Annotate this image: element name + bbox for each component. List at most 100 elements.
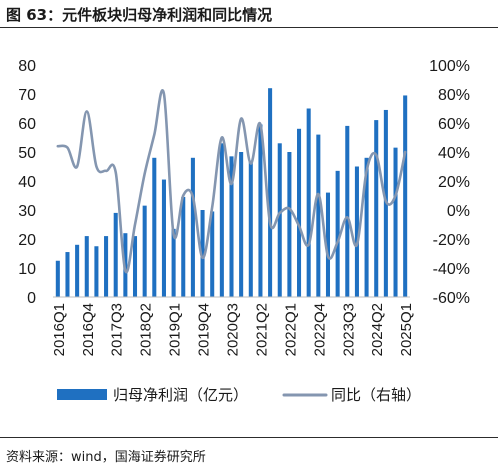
x-tick-label: 2022Q4 [311, 303, 328, 356]
y-right-tick-label: 20% [438, 174, 470, 191]
x-tick-label: 2025Q1 [398, 303, 415, 356]
bar-2021Q1 [248, 160, 253, 297]
yoy-point-2017Q3 [114, 171, 117, 174]
yoy-point-2021Q2 [259, 123, 262, 126]
y-right-tick-label: 0% [447, 203, 470, 220]
yoy-point-2024Q1 [365, 170, 368, 172]
line-series-layer [56, 89, 407, 274]
y-left-tick-label: 10 [18, 261, 36, 278]
y-right-tick-label: 40% [438, 145, 470, 162]
bar-2018Q4 [161, 179, 166, 297]
bar-2016Q2 [65, 252, 70, 297]
title-rule [0, 27, 498, 28]
bar-2024Q1 [364, 157, 369, 297]
y-right-tick-label: -40% [433, 261, 470, 278]
bar-2021Q3 [268, 88, 273, 297]
y-right-tick-label: -20% [433, 232, 470, 249]
x-tick-label: 2020Q3 [225, 303, 242, 356]
yoy-point-2018Q3 [153, 133, 156, 136]
yoy-point-2023Q3 [346, 216, 349, 219]
y-left-tick-label: 80 [18, 58, 36, 75]
yoy-point-2018Q4 [163, 93, 165, 95]
yoy-point-2021Q1 [250, 162, 252, 165]
y-left-tick-label: 60 [18, 116, 36, 133]
yoy-point-2022Q1 [288, 207, 291, 210]
bar-2020Q2 [219, 143, 224, 297]
bar-2016Q3 [75, 244, 80, 297]
source-rule [0, 437, 498, 438]
yoy-point-2016Q4 [85, 110, 88, 113]
y-left-tick-label: 70 [18, 87, 36, 104]
yoy-point-2018Q1 [134, 223, 136, 226]
bar-2023Q3 [345, 125, 350, 298]
yoy-point-2022Q4 [317, 193, 320, 195]
yoy-point-2024Q3 [385, 200, 387, 203]
bar-2021Q4 [277, 143, 282, 297]
x-tick-label: 2018Q2 [138, 303, 155, 356]
x-tick-label: 2016Q1 [51, 303, 68, 356]
chart-legend: 归母净利润（亿元） 同比（右轴） [57, 386, 421, 404]
yoy-point-2017Q1 [95, 165, 98, 168]
figure-title: 图 63：元件板块归母净利润和同比情况 [6, 6, 273, 24]
legend-bar-label: 归母净利润（亿元） [113, 386, 248, 404]
source-note: 资料来源：wind，国海证券研究所 [6, 450, 206, 465]
yoy-point-2024Q4 [394, 194, 397, 197]
yoy-point-2017Q2 [105, 170, 107, 172]
yoy-point-2019Q1 [172, 233, 175, 236]
x-tick-label: 2022Q1 [282, 303, 299, 356]
yoy-point-2017Q4 [124, 270, 127, 272]
bar-2022Q1 [287, 152, 292, 297]
yoy-point-2018Q2 [143, 172, 146, 175]
bar-2023Q1 [325, 192, 331, 297]
bar-2017Q1 [94, 246, 99, 297]
yoy-point-2020Q1 [211, 206, 213, 208]
yoy-point-2020Q2 [221, 136, 223, 139]
yoy-point-2020Q3 [230, 183, 233, 185]
yoy-point-2019Q4 [201, 257, 204, 259]
x-tick-label: 2021Q2 [253, 303, 270, 356]
bar-2016Q4 [84, 236, 89, 297]
bar-series [55, 88, 408, 298]
yoy-point-2022Q2 [298, 225, 300, 227]
x-tick-label: 2024Q2 [369, 303, 386, 356]
bar-2018Q1 [132, 236, 138, 297]
yoy-point-2023Q4 [356, 244, 358, 246]
yoy-point-2024Q2 [375, 154, 378, 156]
bar-2023Q2 [335, 170, 340, 297]
bar-2018Q2 [142, 205, 147, 297]
bar-2020Q3 [229, 156, 234, 297]
yoy-point-2021Q3 [269, 222, 271, 224]
yoy-point-2016Q1 [57, 145, 59, 147]
y-right-tick-label: 80% [438, 87, 470, 104]
bar-2022Q3 [306, 108, 311, 297]
yoy-point-2023Q2 [336, 241, 339, 243]
y-left-tick-label: 50 [18, 145, 36, 162]
bar-2019Q1 [171, 228, 176, 297]
bar-2020Q4 [239, 152, 244, 297]
x-tick-label: 2017Q3 [109, 303, 126, 356]
bar-2018Q3 [152, 157, 157, 297]
y-left-tick-label: 30 [18, 203, 36, 220]
x-tick-label: 2019Q1 [167, 303, 184, 356]
bar-2017Q2 [104, 236, 109, 297]
bar-2024Q2 [374, 120, 379, 297]
bar-2019Q4 [200, 210, 205, 297]
y-right-tick-label: 60% [438, 116, 470, 133]
y-right-tick-label: 100% [429, 58, 470, 75]
bar-2024Q4 [393, 147, 398, 297]
yoy-point-2016Q3 [76, 165, 78, 168]
y-left-tick-label: 0 [27, 290, 36, 307]
bar-2022Q2 [297, 128, 302, 297]
legend-line-label: 同比（右轴） [331, 386, 421, 404]
y-left-tick-label: 20 [18, 232, 36, 249]
bar-2016Q1 [55, 260, 60, 297]
x-tick-label: 2019Q4 [196, 303, 213, 356]
yoy-point-2019Q3 [192, 196, 194, 198]
yoy-point-2020Q4 [240, 117, 242, 120]
x-tick-label: 2016Q4 [80, 303, 97, 356]
bar-2019Q2 [181, 196, 186, 297]
yoy-point-2022Q3 [307, 244, 310, 246]
bar-2021Q2 [258, 124, 263, 297]
bar-2017Q3 [113, 212, 118, 297]
bar-2022Q4 [316, 134, 321, 297]
